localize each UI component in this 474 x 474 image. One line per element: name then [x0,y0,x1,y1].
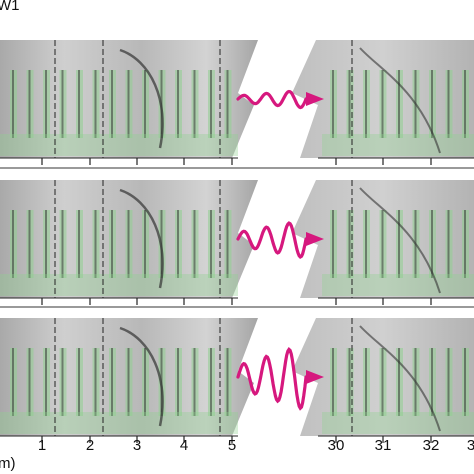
fin-core-left [144,348,146,416]
fin-core-left [45,70,47,138]
fin-core-left [144,210,146,278]
fin-core-left [177,348,179,416]
fin-core-left [193,210,196,278]
image-row-3 [0,318,474,443]
fin-core-left [127,70,130,138]
fin-core-left [193,70,196,138]
fin-core-right [398,210,400,278]
fin-core-left [144,70,146,138]
wave-arrowhead [306,232,324,246]
fin-core-right [464,210,466,278]
fin-core-left [12,348,14,416]
wave-arrowhead [306,92,324,106]
rows-group [0,40,474,443]
tick-label: 5 [227,437,237,454]
tick-label: 32 [422,437,440,454]
fin-core-left [193,348,196,416]
fin-core-left [210,70,212,138]
fin-core-right [365,210,367,278]
fin-core-left [111,348,113,416]
base-right [322,274,474,296]
edge-feature [359,187,441,294]
fin-core-left [127,210,130,278]
fin-core-right [431,70,433,138]
tick-label: 2 [85,437,95,454]
base-right [322,134,474,156]
fin-core-left [28,210,31,278]
fin-core-left [210,210,212,278]
fin-core-left [78,70,80,138]
fin-core-right [332,70,334,138]
fin-core-left [78,348,80,416]
wave-arrow-line [236,346,308,411]
fin-core-right [464,70,466,138]
fin-core-left [127,348,130,416]
fin-core-right [365,348,367,416]
base-left [0,274,238,296]
fin-core-left [45,348,47,416]
fin-core-right [332,348,334,416]
wave-arrowhead [306,370,324,384]
fin-core-right [348,348,351,416]
fin-core-right [447,210,450,278]
fin-core-left [94,210,97,278]
fin-core-right [381,348,384,416]
fin-core-right [398,348,400,416]
wave-arrow-line [236,89,308,110]
fin-core-left [28,348,31,416]
fin-core-right [447,70,450,138]
fin-core-left [12,210,14,278]
tick-label: 3 [132,437,142,454]
fin-core-left [226,348,229,416]
row-separators [0,167,474,308]
wave-arrow-line [236,221,308,260]
fin-core-left [61,348,64,416]
edge-feature [359,325,441,432]
fin-core-right [348,70,351,138]
fin-core-right [381,210,384,278]
fin-core-left [94,348,97,416]
fin-core-left [61,70,64,138]
tick-label: 30 [327,437,345,454]
fin-core-right [431,210,433,278]
tick-label: 3 [466,437,474,454]
fin-core-right [464,348,466,416]
fin-core-right [431,348,433,416]
image-row-2 [0,180,474,305]
image-row-1 [0,40,474,165]
fin-core-left [226,210,229,278]
fin-core-left [111,70,113,138]
tick-label: 4 [179,437,189,454]
fin-core-left [111,210,113,278]
fin-core-left [28,70,31,138]
fin-core-right [381,70,384,138]
fin-core-left [210,348,212,416]
base-left [0,134,238,156]
fin-core-left [61,210,64,278]
fin-core-left [12,70,14,138]
fin-core-left [78,210,80,278]
axis-unit-label: m) [0,455,16,472]
panel-label: W1 [0,0,20,14]
fin-core-left [45,210,47,278]
edge-feature [119,326,164,427]
edge-feature [359,47,441,154]
fin-core-left [226,70,229,138]
fin-core-right [365,70,367,138]
fin-core-right [398,70,400,138]
fin-core-right [332,210,334,278]
tick-label: 31 [374,437,392,454]
base-right [322,412,474,434]
fin-core-left [94,70,97,138]
fin-core-left [177,70,179,138]
base-left [0,412,238,434]
fin-core-right [447,348,450,416]
fin-core-left [177,210,179,278]
edge-feature [119,188,164,289]
tick-label: 1 [37,437,47,454]
edge-feature [119,48,164,149]
fin-core-right [348,210,351,278]
